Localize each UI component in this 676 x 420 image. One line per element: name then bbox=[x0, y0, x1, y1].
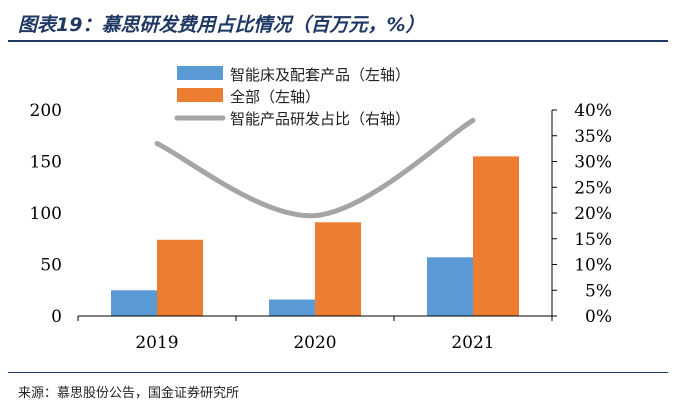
left-tick-label: 150 bbox=[30, 153, 62, 173]
line-series-rd-ratio bbox=[154, 117, 476, 219]
source-note: 来源：慕思股份公告，国金证券研究所 bbox=[18, 386, 240, 401]
bar-smart-products-2019 bbox=[111, 290, 157, 316]
bar-smart-products-2020 bbox=[269, 299, 315, 316]
legend-swatch bbox=[177, 88, 223, 102]
bar-smart-products-2021 bbox=[427, 257, 473, 316]
chart-title: 图表19：慕思研发费用占比情况（百万元，%） bbox=[18, 14, 425, 36]
legend-swatch bbox=[177, 66, 223, 80]
right-tick-label: 15% bbox=[574, 230, 612, 250]
bar-total-2019 bbox=[157, 239, 203, 316]
left-tick-label: 200 bbox=[30, 101, 62, 121]
right-tick-label: 40% bbox=[574, 101, 612, 121]
legend: 智能床及配套产品（左轴） 全部（左轴） 智能产品研发占比（右轴） bbox=[174, 66, 410, 128]
right-tick-label: 25% bbox=[574, 178, 612, 198]
right-tick-label: 10% bbox=[574, 256, 612, 276]
bar-total-2021 bbox=[473, 156, 519, 316]
legend-label: 全部（左轴） bbox=[230, 88, 320, 106]
left-tick-label: 50 bbox=[40, 256, 62, 276]
left-tick-label: 0 bbox=[51, 307, 62, 327]
right-tick-label: 30% bbox=[574, 153, 612, 173]
right-tick-label: 35% bbox=[574, 127, 612, 147]
x-tick-label: 2021 bbox=[451, 333, 494, 353]
x-tick-label: 2020 bbox=[293, 333, 336, 353]
bars-group bbox=[111, 156, 519, 316]
legend-label: 智能床及配套产品（左轴） bbox=[230, 66, 410, 84]
right-tick-label: 20% bbox=[574, 204, 612, 224]
x-tick-label: 2019 bbox=[135, 333, 178, 353]
left-tick-label: 100 bbox=[30, 204, 62, 224]
right-tick-label: 5% bbox=[585, 281, 612, 301]
source-rule bbox=[8, 372, 668, 373]
line-group bbox=[154, 117, 476, 219]
bar-total-2020 bbox=[315, 222, 361, 316]
axes-group: 0 50 100 150 200 0% 5% 10% 15% 20% 25% 30% 35% 40% 201… bbox=[30, 101, 612, 353]
right-tick-label: 0% bbox=[585, 307, 612, 327]
title-rule bbox=[8, 40, 668, 42]
legend-label: 智能产品研发占比（右轴） bbox=[230, 110, 410, 128]
